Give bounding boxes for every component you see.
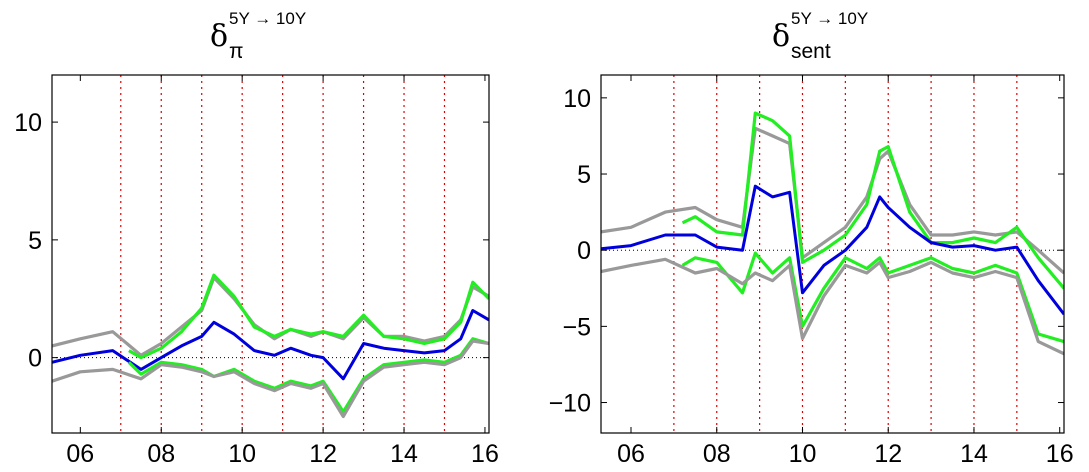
series-group — [52, 273, 489, 419]
title-subscript: sent — [791, 40, 831, 63]
series-line-gray-upper — [601, 126, 1064, 275]
chart-panel-1: 06 08 10 12 14 16 0 5 10 δ5Y → 10Y π — [14, 9, 499, 468]
x-tick-label: 12 — [309, 440, 337, 468]
x-tick-label: 16 — [471, 440, 499, 468]
chart-title: δ5Y → 10Y π — [210, 9, 306, 63]
series-line-estimate — [601, 184, 1064, 316]
y-tick-label: −10 — [549, 390, 591, 418]
x-tick-label: 16 — [1046, 440, 1074, 468]
series-line-gray-lower — [52, 339, 489, 419]
x-tick-label: 08 — [147, 440, 175, 468]
y-tick-label: 10 — [14, 109, 42, 137]
title-subscript: π — [229, 40, 244, 63]
y-tick-label: 0 — [577, 237, 591, 265]
y-tick-label: 0 — [28, 345, 42, 373]
x-tick-label: 06 — [617, 440, 645, 468]
title-symbol: δ — [210, 19, 228, 54]
series-line-green-upper — [128, 273, 489, 360]
x-tick-label: 10 — [228, 440, 256, 468]
chart-title: δ5Y → 10Y sent — [772, 9, 868, 63]
series-line-green-lower — [127, 337, 489, 414]
series-line-green-upper — [681, 111, 1064, 290]
series-line-estimate — [52, 309, 489, 381]
series-group — [601, 111, 1064, 356]
y-tick-label: 5 — [28, 227, 42, 255]
series-line-gray-lower — [601, 257, 1064, 356]
plot-frame — [600, 74, 1065, 434]
x-tick-label: 08 — [703, 440, 731, 468]
x-tick-label: 14 — [960, 440, 988, 468]
x-tick-label: 10 — [789, 440, 817, 468]
y-tick-label: −5 — [562, 313, 591, 341]
title-symbol: δ — [772, 19, 790, 54]
x-tick-label: 12 — [874, 440, 902, 468]
y-tick-label: 5 — [577, 161, 591, 189]
plot-frame — [51, 74, 490, 434]
title-superscript: 5Y → 10Y — [229, 9, 306, 28]
y-tick-label: 10 — [563, 85, 591, 113]
x-tick-label: 06 — [66, 440, 94, 468]
chart-panel-2: 06 08 10 12 14 16 −10 −5 0 5 10 δ5Y → 10Y sent — [549, 9, 1074, 468]
title-superscript: 5Y → 10Y — [791, 9, 868, 28]
x-tick-label: 14 — [390, 440, 418, 468]
